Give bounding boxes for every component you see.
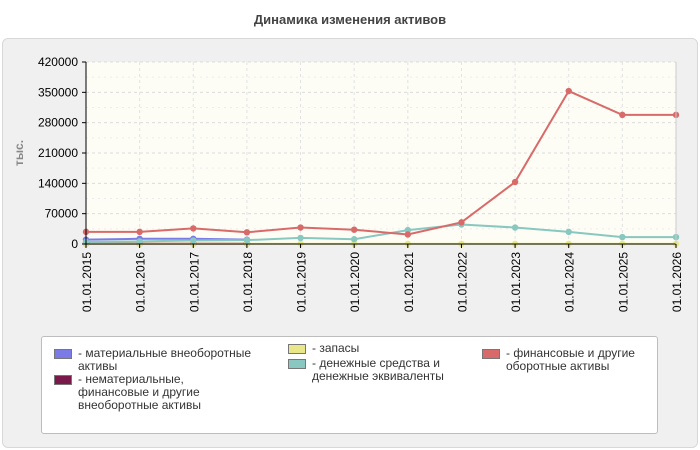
data-point-4 <box>511 178 519 186</box>
x-tick-label: 01.01.2026 <box>670 252 684 312</box>
legend-swatch <box>482 349 500 359</box>
data-point-4 <box>458 219 465 226</box>
legend: - материальные внеоборотные активы - нем… <box>41 336 658 434</box>
y-tick-labels: 0 70000 140000 210000 280000 350000 420000 <box>38 55 78 251</box>
x-tick-label: 01.01.2016 <box>134 252 148 312</box>
legend-label: - денежные средства и денежные эквивален… <box>312 356 444 383</box>
legend-label: - нематериальные, финансовые и другие вн… <box>78 372 201 412</box>
x-tick-label: 01.01.2025 <box>616 252 630 312</box>
legend-item-tangible-assets: - материальные внеоборотные активы <box>54 347 254 373</box>
x-tick-label: 01.01.2022 <box>455 252 469 312</box>
data-point-3 <box>350 236 358 243</box>
data-point-3 <box>136 238 143 245</box>
x-tick-label: 01.01.2018 <box>241 252 255 312</box>
y-tick-label: 350000 <box>38 85 78 99</box>
data-point-4 <box>350 226 358 233</box>
series-line-3 <box>85 223 676 243</box>
legend-item-inventory: - запасы <box>288 342 468 355</box>
legend-item-cash: - денежные средства и денежные эквивален… <box>288 357 468 383</box>
y-tick-label: 280000 <box>38 116 78 130</box>
legend-swatch <box>54 349 72 359</box>
data-point-3 <box>619 233 626 241</box>
series-line-0 <box>85 237 247 241</box>
x-tick-label: 01.01.2019 <box>295 252 309 312</box>
y-tick-label: 70000 <box>45 207 79 221</box>
y-tick-label: 140000 <box>38 176 78 190</box>
grid <box>86 61 676 244</box>
data-point-4 <box>297 224 304 231</box>
legend-swatch <box>288 359 306 369</box>
data-point-4 <box>565 87 572 95</box>
x-tick-label: 01.01.2017 <box>187 252 201 312</box>
x-tick-label: 01.01.2015 <box>80 252 94 312</box>
data-point-3 <box>565 228 572 236</box>
x-tick-labels: 01.01.2015 01.01.2016 01.01.2017 01.01.2018… <box>80 252 684 312</box>
legend-swatch <box>288 344 306 354</box>
y-tick-label: 420000 <box>38 55 78 69</box>
data-point-4 <box>404 231 412 238</box>
series-line-4 <box>86 89 676 236</box>
data-point-4 <box>619 111 626 119</box>
data-point-4 <box>136 228 143 236</box>
data-point-3 <box>243 236 251 244</box>
chart-title: Динамика изменения активов <box>253 12 447 27</box>
x-tick-label: 01.01.2023 <box>509 252 523 312</box>
axes <box>82 61 677 248</box>
y-tick-label: 210000 <box>38 146 78 160</box>
x-tick-label: 01.01.2021 <box>402 252 416 312</box>
legend-label: - финансовые и другие оборотные активы <box>506 346 635 373</box>
x-tick-label: 01.01.2020 <box>348 252 362 312</box>
legend-swatch <box>54 375 72 385</box>
legend-label: - запасы <box>312 341 360 355</box>
data-point-3 <box>190 237 197 244</box>
y-axis-label: тыс. <box>12 140 26 166</box>
x-tick-label: 01.01.2024 <box>563 252 577 312</box>
legend-item-financial-current-assets: - финансовые и другие оборотные активы <box>482 347 652 373</box>
data-point-4 <box>190 225 197 232</box>
legend-label: - материальные внеоборотные активы <box>78 346 251 373</box>
data-point-4 <box>243 229 251 236</box>
data-point-3 <box>511 224 519 231</box>
legend-item-intangible-assets: - нематериальные, финансовые и другие вн… <box>54 373 244 412</box>
data-point-3 <box>297 234 304 242</box>
y-tick-label: 0 <box>71 237 78 251</box>
